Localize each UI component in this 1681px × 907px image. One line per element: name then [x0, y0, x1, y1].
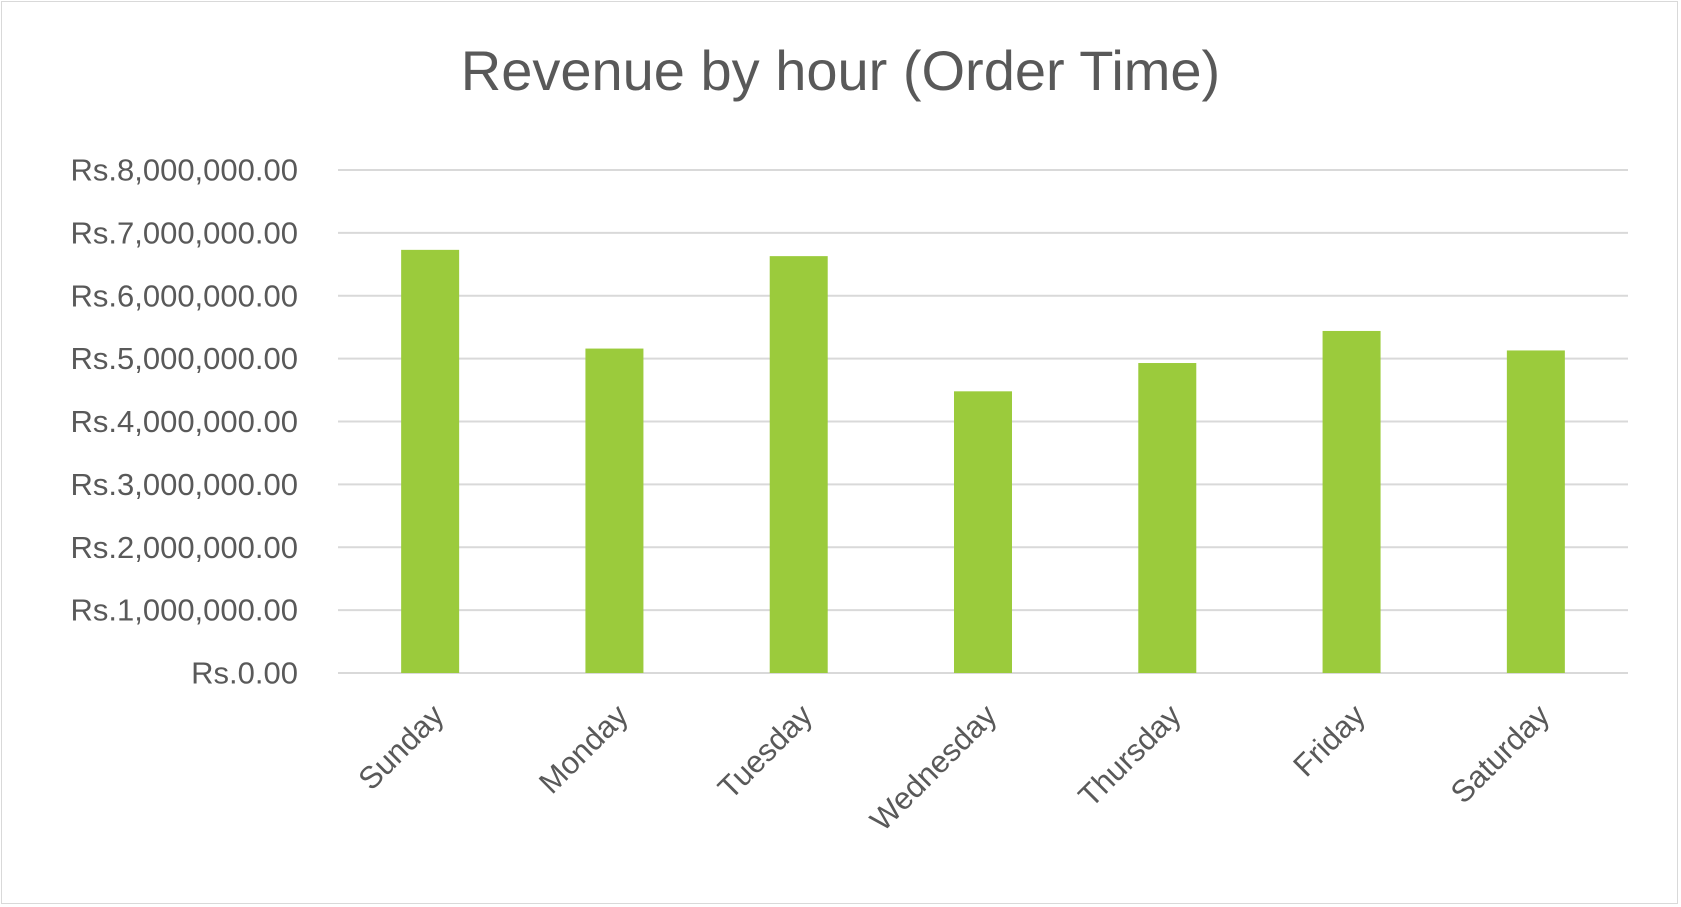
chart-title: Revenue by hour (Order Time) [460, 39, 1221, 102]
bar-sunday [401, 249, 460, 673]
bar-friday [1322, 330, 1381, 673]
y-tick-label: Rs.7,000,000.00 [70, 215, 298, 250]
y-tick-label: Rs.8,000,000.00 [70, 153, 298, 188]
x-category-label: Tuesday [711, 697, 819, 805]
y-tick-label: Rs.4,000,000.00 [70, 404, 298, 439]
x-category-label: Wednesday [863, 697, 1003, 837]
y-tick-label: Rs.1,000,000.00 [70, 593, 298, 628]
x-category-label: Saturday [1444, 697, 1557, 810]
x-category-label: Friday [1286, 697, 1372, 783]
x-category-label: Sunday [351, 697, 450, 796]
bar-saturday [1506, 350, 1565, 673]
bars [401, 249, 1565, 673]
y-tick-label: Rs.0.00 [191, 656, 298, 691]
bar-wednesday [954, 391, 1012, 673]
x-category-label: Monday [532, 697, 635, 800]
x-category-label: Thursday [1072, 697, 1188, 813]
bar-tuesday [769, 256, 828, 673]
y-axis-tick-labels: Rs.0.00 Rs.1,000,000.00 Rs.2,000,000.00 Rs.… [70, 153, 298, 691]
y-tick-label: Rs.3,000,000.00 [70, 467, 298, 502]
y-tick-label: Rs.6,000,000.00 [70, 278, 298, 313]
bar-thursday [1138, 363, 1197, 673]
bar-monday [585, 348, 644, 673]
x-axis-category-labels: Sunday Monday Tuesday Wednesday Thursday Frid… [351, 697, 1556, 837]
y-tick-label: Rs.2,000,000.00 [70, 530, 298, 565]
y-tick-label: Rs.5,000,000.00 [70, 341, 298, 376]
